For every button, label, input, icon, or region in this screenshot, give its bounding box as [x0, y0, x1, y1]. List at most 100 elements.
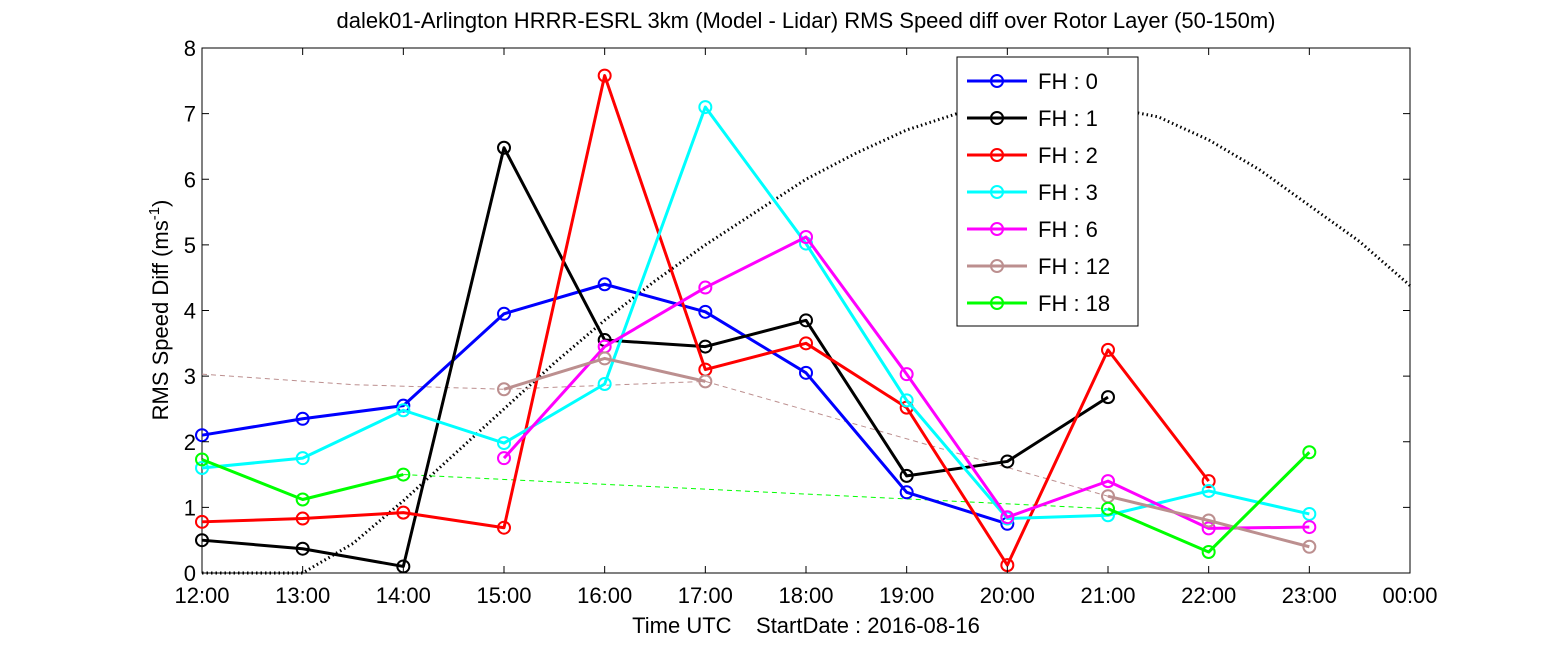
dashed-connectors	[201, 373, 1109, 510]
series-fh-18-line-0	[201, 458, 404, 501]
data-point	[295, 492, 310, 507]
data-point	[698, 280, 713, 295]
y-tick-label: 0	[184, 561, 196, 586]
data-point	[799, 365, 813, 380]
series-fh-18-line-1	[1107, 451, 1311, 554]
series-fh-0-line-0	[201, 282, 1008, 526]
series-fh-12	[497, 351, 1317, 554]
data-point	[597, 68, 612, 83]
series-fh-2	[195, 68, 1216, 573]
x-tick-label: 18:00	[778, 583, 833, 608]
y-axis-label-unit-exponent: -1	[146, 207, 163, 220]
data-point	[497, 436, 511, 451]
plot-area	[195, 47, 1411, 575]
data-point	[799, 336, 813, 351]
legend-swatch-marker	[990, 148, 1004, 162]
reference-curve-line	[202, 100, 1411, 575]
x-tick-label: 19:00	[879, 583, 934, 608]
data-point	[1101, 501, 1115, 516]
data-point	[698, 374, 713, 389]
data-point	[1000, 454, 1015, 469]
data-point	[195, 428, 209, 443]
series-fh-1	[195, 140, 1115, 574]
series-lines	[195, 68, 1317, 574]
legend-item-fh-1: FH : 1	[967, 106, 1098, 131]
data-point	[698, 304, 713, 319]
legend-swatch-marker	[990, 74, 1004, 88]
series-fh-18-dashed	[403, 474, 1109, 510]
x-tick-label: 16:00	[577, 583, 632, 608]
legend-label: FH : 2	[1038, 143, 1098, 168]
legend-item-fh-0: FH : 0	[967, 69, 1098, 94]
data-point	[899, 393, 914, 408]
data-point	[1000, 510, 1015, 525]
y-tick-label: 5	[184, 233, 196, 258]
data-point	[497, 382, 511, 397]
data-point	[1101, 474, 1115, 489]
data-point	[195, 514, 209, 529]
legend-label: FH : 6	[1038, 217, 1098, 242]
data-point	[698, 100, 713, 115]
data-point	[1302, 539, 1317, 554]
x-tick-label: 15:00	[476, 583, 531, 608]
x-tick-label: 14:00	[376, 583, 431, 608]
data-point	[799, 313, 813, 328]
x-tick-label: 21:00	[1080, 583, 1135, 608]
data-point	[396, 505, 411, 520]
reference-curve	[202, 100, 1411, 575]
data-point	[899, 468, 914, 483]
data-point	[195, 533, 209, 548]
x-tick-label: 00:00	[1382, 583, 1437, 608]
data-point	[497, 520, 511, 535]
legend-label: FH : 1	[1038, 106, 1098, 131]
series-fh-1-line-0	[201, 146, 1109, 568]
series-fh-2-line-0	[201, 74, 1210, 567]
legend-label: FH : 0	[1038, 69, 1098, 94]
x-tick-label: 12:00	[174, 583, 229, 608]
legend-item-fh-2: FH : 2	[967, 143, 1098, 168]
data-point	[1302, 520, 1317, 535]
data-point	[1201, 545, 1216, 559]
data-point	[1201, 483, 1216, 498]
data-point	[497, 451, 511, 466]
y-tick-label: 8	[184, 36, 196, 61]
legend-swatch-marker	[990, 111, 1004, 125]
data-point	[799, 230, 813, 244]
data-point	[1201, 521, 1216, 536]
data-point	[597, 377, 612, 391]
series-fh-12-dashed	[201, 373, 1109, 497]
data-point	[497, 140, 511, 155]
legend-label: FH : 12	[1038, 254, 1110, 279]
data-point	[396, 467, 411, 482]
legend-label: FH : 18	[1038, 291, 1110, 316]
data-point	[1101, 342, 1115, 357]
data-point	[396, 403, 411, 418]
series-fh-3-line-0	[201, 105, 1310, 521]
series-fh-12-line-0	[503, 356, 706, 391]
legend-item-fh-6: FH : 6	[967, 217, 1098, 242]
legend-label: FH : 3	[1038, 180, 1098, 205]
data-point	[1201, 513, 1216, 528]
y-tick-label: 2	[184, 430, 196, 455]
x-tick-label: 13:00	[275, 583, 330, 608]
series-fh-3	[195, 100, 1317, 526]
data-point	[899, 367, 914, 382]
data-point	[195, 461, 209, 475]
x-axis: 12:00 13:00 14:00 15:00 16:00 17:00 18:00 19:00…	[174, 48, 1438, 608]
data-point	[195, 452, 209, 467]
data-point	[899, 485, 914, 500]
data-point	[1302, 445, 1317, 460]
series-fh-12-line-1	[1107, 494, 1310, 549]
x-tick-label: 23:00	[1282, 583, 1337, 608]
y-axis: 0 1 2 3 4 5 6 7 8	[184, 36, 1410, 586]
legend-item-fh-12: FH : 12	[967, 254, 1110, 279]
data-point	[295, 451, 310, 466]
data-point	[597, 351, 612, 366]
legend-swatch-marker	[990, 259, 1004, 273]
x-tick-label: 20:00	[980, 583, 1035, 608]
data-point	[1201, 474, 1216, 489]
data-point	[295, 511, 310, 526]
y-axis-label: RMS Speed Diff (ms-1)	[146, 200, 173, 421]
y-tick-label: 4	[184, 299, 196, 324]
